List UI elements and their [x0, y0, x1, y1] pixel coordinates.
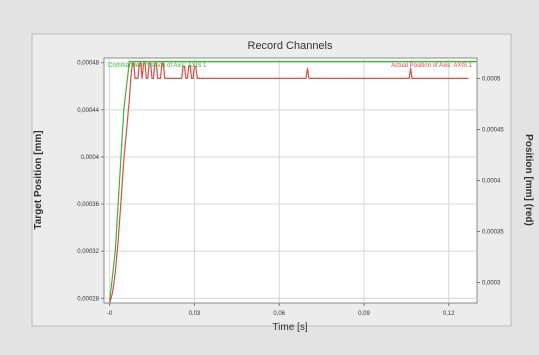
y-right-tick-label: 0,00035 [482, 230, 504, 236]
y-right-tick-label: 0,0004 [482, 179, 501, 185]
y-axis-right-label: Position [mm] (red) [523, 134, 534, 226]
y-axis-left-label: Target Position [mm] [33, 130, 44, 229]
actual-position-line [109, 62, 469, 303]
y-left-tick-label: 0,00028 [77, 296, 99, 302]
x-tick-label: 0,03 [189, 311, 201, 317]
commanded-position-line [109, 60, 477, 301]
grid [104, 58, 477, 303]
y-left-tick-label: 0,00048 [77, 61, 99, 67]
x-tick-label: 0,09 [358, 311, 370, 317]
x-tick-label: 0,06 [273, 311, 285, 317]
y-left-tick-label: 0,0004 [81, 155, 100, 161]
y-left-tick-label: 0,00032 [77, 249, 99, 255]
y-right-tick-label: 0,0003 [482, 281, 501, 287]
legend-actual-position: Actual Position of Axis: AXIS 1 [391, 63, 472, 69]
axes: -0 0,03 0,06 0,09 0,12 0,00048 0,00044 0,0004 0,… [77, 61, 504, 317]
chart-title: Record Channels [248, 40, 333, 52]
y-right-tick-label: 0,0005 [482, 76, 501, 82]
x-tick-label: -0 [107, 311, 113, 317]
plot-area [103, 57, 478, 304]
legend-commanded-position: Commanded Position of Axis: AXIS 1 [108, 63, 207, 69]
y-left-tick-label: 0,00044 [77, 108, 99, 114]
series [109, 60, 477, 303]
x-axis-label: Time [s] [272, 322, 307, 333]
y-left-tick-label: 0,00036 [77, 202, 99, 208]
x-tick-label: 0,12 [443, 311, 455, 317]
y-right-tick-label: 0,00045 [482, 127, 504, 133]
